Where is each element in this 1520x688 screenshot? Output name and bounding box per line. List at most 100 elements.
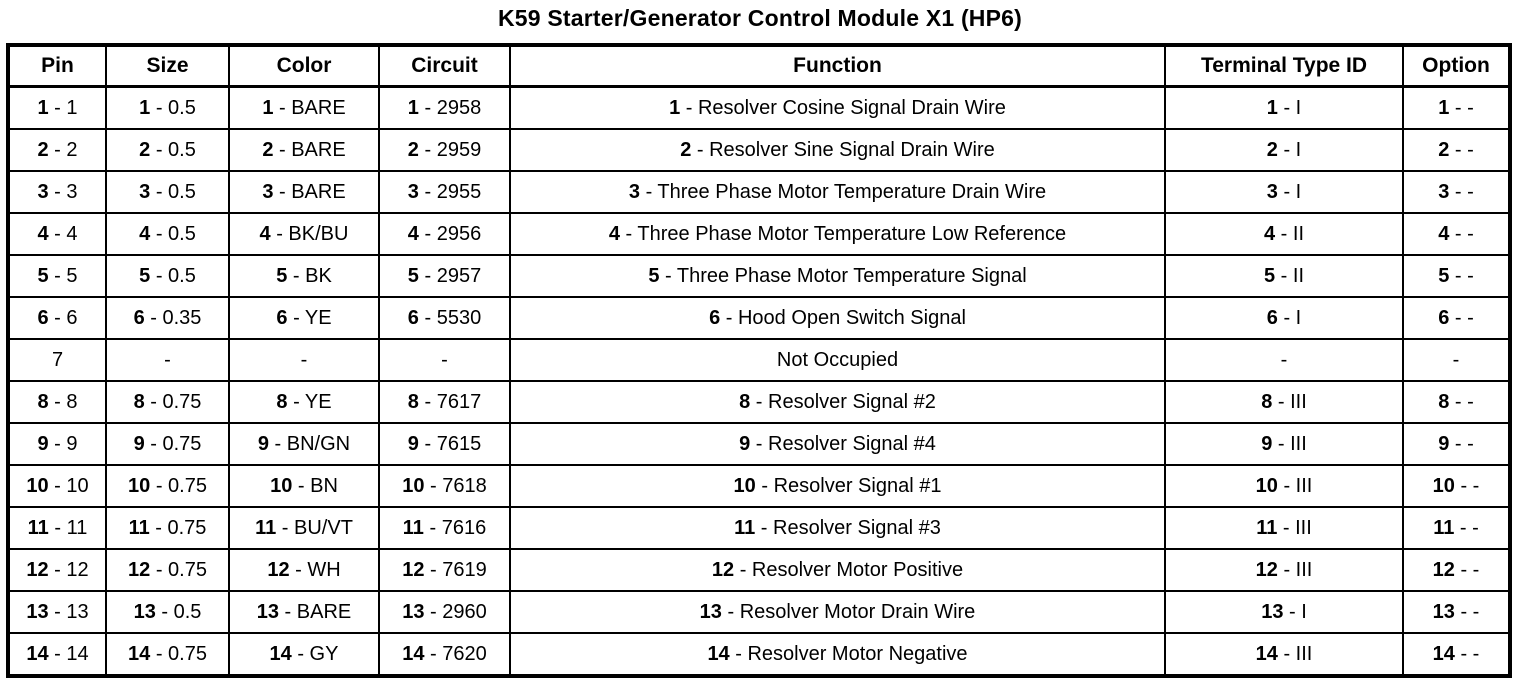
cell-bold-prefix: 14 xyxy=(1432,642,1455,665)
cell-text: - 0.5 xyxy=(150,222,196,245)
cell-text: - 0.35 xyxy=(144,306,202,329)
cell-color: 1 - BARE xyxy=(228,85,380,130)
cell-bold-prefix: 6 xyxy=(37,306,49,329)
cell-option: 5 - - xyxy=(1402,254,1511,298)
cell-bold-prefix: 11 xyxy=(128,516,150,539)
cell-color: 10 - BN xyxy=(228,464,380,508)
cell-terminal: 3 - I xyxy=(1164,170,1404,214)
cell-bold-prefix: 9 xyxy=(133,432,145,455)
cell-bold-prefix: 11 xyxy=(402,516,424,539)
cell-text: - - xyxy=(1449,96,1474,119)
cell-text: - BARE xyxy=(273,96,346,119)
cell-option: 8 - - xyxy=(1402,380,1511,424)
cell-size: 3 - 0.5 xyxy=(105,170,230,214)
cell-text: - 13 xyxy=(48,600,89,623)
cell-bold-prefix: 13 xyxy=(402,600,425,623)
cell-text: - - xyxy=(1454,558,1480,581)
table-row: 13 - 13 13 - 0.5 13 - BARE 13 - 2960 13 - Re… xyxy=(7,590,1511,634)
cell-bold-prefix: 5 xyxy=(276,264,288,287)
cell-circuit: 9 - 7615 xyxy=(378,422,511,466)
cell-text: - 3 xyxy=(48,180,78,203)
cell-text: - - xyxy=(1449,222,1474,245)
table-row: 7 - - - Not Occupied - - xyxy=(7,338,1511,382)
cell-text: - - xyxy=(1454,474,1480,497)
cell-text: - - xyxy=(1454,516,1479,539)
cell-bold-prefix: 11 xyxy=(734,516,756,539)
cell-terminal: 6 - I xyxy=(1164,296,1404,340)
cell-text: - 11 xyxy=(48,516,88,539)
cell-bold-prefix: 6 xyxy=(133,306,145,329)
cell-bold-prefix: 10 xyxy=(733,474,756,497)
cell-text: - III xyxy=(1277,516,1312,539)
cell-bold-prefix: 1 xyxy=(37,96,49,119)
cell-bold-prefix: 5 xyxy=(407,264,419,287)
cell-text: - I xyxy=(1277,180,1302,203)
cell-bold-prefix: 6 xyxy=(709,306,721,329)
cell-bold-prefix: 1 xyxy=(262,96,274,119)
cell-circuit: 3 - 2955 xyxy=(378,170,511,214)
cell-terminal: 13 - I xyxy=(1164,590,1404,634)
cell-color: 13 - BARE xyxy=(228,590,380,634)
cell-terminal: 4 - II xyxy=(1164,212,1404,256)
cell-bold-prefix: 1 xyxy=(1266,96,1278,119)
column-header-terminal-type-id: Terminal Type ID xyxy=(1164,44,1404,88)
cell-text: - 2959 xyxy=(418,138,482,161)
cell-pin: 3 - 3 xyxy=(7,170,107,214)
header-row: Pin Size Color Circuit Function Terminal… xyxy=(7,44,1511,88)
cell-text: Not Occupied xyxy=(776,348,899,371)
column-header-option: Option xyxy=(1402,44,1511,88)
column-header-pin: Pin xyxy=(7,44,107,88)
cell-text: - 0.75 xyxy=(144,390,202,413)
cell-text: - 0.5 xyxy=(155,600,202,623)
column-header-color: Color xyxy=(228,44,380,88)
cell-text: - 2956 xyxy=(418,222,482,245)
cell-size: 6 - 0.35 xyxy=(105,296,230,340)
cell-text: - 2958 xyxy=(418,96,482,119)
cell-text: - WH xyxy=(289,558,341,581)
cell-text: - 12 xyxy=(48,558,89,581)
cell-pin: 7 xyxy=(7,338,107,382)
cell-bold-prefix: 12 xyxy=(1255,558,1278,581)
cell-text: - xyxy=(164,348,171,371)
cell-option: 11 - - xyxy=(1402,506,1511,550)
cell-text: - 7617 xyxy=(418,390,482,413)
table-row: 14 - 14 14 - 0.75 14 - GY 14 - 7620 14 - Res… xyxy=(7,632,1511,677)
cell-bold-prefix: 10 xyxy=(26,474,49,497)
cell-text: - Resolver Sine Signal Drain Wire xyxy=(691,138,995,161)
cell-bold-prefix: 12 xyxy=(711,558,735,581)
cell-circuit: 11 - 7616 xyxy=(378,506,511,550)
cell-bold-prefix: 12 xyxy=(1432,558,1455,581)
cell-bold-prefix: 8 xyxy=(133,390,145,413)
cell-bold-prefix: 11 xyxy=(1256,516,1278,539)
cell-text: - 0.5 xyxy=(150,180,196,203)
cell-function: 6 - Hood Open Switch Signal xyxy=(509,296,1166,340)
table-row: 10 - 10 10 - 0.75 10 - BN 10 - 7618 10 - Res… xyxy=(7,464,1511,508)
cell-terminal: 11 - III xyxy=(1164,506,1404,550)
cell-text: - Resolver Motor Positive xyxy=(734,558,964,581)
cell-function: 12 - Resolver Motor Positive xyxy=(509,548,1166,592)
cell-bold-prefix: 3 xyxy=(139,180,151,203)
cell-pin: 14 - 14 xyxy=(7,632,107,677)
cell-size: - xyxy=(105,338,230,382)
cell-terminal: 2 - I xyxy=(1164,128,1404,172)
cell-bold-prefix: 10 xyxy=(270,474,293,497)
cell-bold-prefix: 14 xyxy=(707,642,730,665)
cell-color: 9 - BN/GN xyxy=(228,422,380,466)
cell-text: - xyxy=(441,348,448,371)
cell-bold-prefix: 3 xyxy=(407,180,419,203)
cell-circuit: 1 - 2958 xyxy=(378,85,511,130)
column-header-function: Function xyxy=(509,44,1166,88)
cell-text: - I xyxy=(1283,600,1307,623)
cell-circuit: 8 - 7617 xyxy=(378,380,511,424)
cell-function: 1 - Resolver Cosine Signal Drain Wire xyxy=(509,85,1166,130)
cell-text: - BN xyxy=(292,474,338,497)
cell-bold-prefix: 11 xyxy=(1433,516,1455,539)
cell-function: 10 - Resolver Signal #1 xyxy=(509,464,1166,508)
cell-text: - - xyxy=(1454,642,1480,665)
cell-circuit: 5 - 2957 xyxy=(378,254,511,298)
